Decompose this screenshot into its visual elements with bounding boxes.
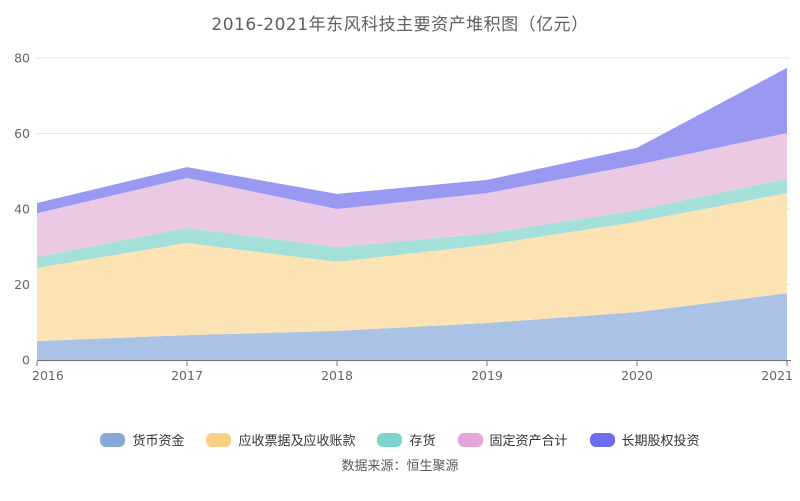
area-series-4 (37, 67, 787, 214)
legend-label: 固定资产合计 (489, 434, 568, 449)
legend-swatch-long-term-equity-investment (589, 432, 615, 447)
legend-swatch-monetary-funds (100, 432, 126, 447)
legend-swatch-fixed-assets-total (457, 432, 483, 447)
legend-item-inventory[interactable]: 存货 (377, 430, 436, 449)
legend-swatch-notes-and-accounts-receivable (206, 432, 232, 447)
y-tick-label-80: 80 (14, 51, 30, 66)
legend-item-monetary-funds[interactable]: 货币资金 (100, 430, 184, 449)
area-series-3 (37, 133, 787, 257)
legend-label: 货币资金 (132, 434, 185, 449)
data-source: 数据来源：恒生聚源 (341, 459, 459, 474)
legend-label: 存货 (409, 434, 436, 449)
y-tick-label-60: 60 (14, 126, 30, 141)
stacked-area-plot: 2016 2017 2018 2019 2020 2021 0 20 40 60 80 (14, 51, 793, 384)
x-tick-label-2020: 2020 (621, 368, 653, 383)
legend-label: 长期股权投资 (621, 434, 700, 449)
legend-swatch-inventory (377, 432, 403, 447)
legend-item-notes-and-accounts-receivable[interactable]: 应收票据及应收账款 (206, 430, 355, 449)
legend-item-fixed-assets-total[interactable]: 固定资产合计 (457, 430, 568, 449)
area-series-2 (37, 178, 787, 268)
chart-title: 2016-2021年东风科技主要资产堆积图（亿元） (211, 15, 589, 35)
x-tick-label-2017: 2017 (171, 368, 203, 383)
y-tick-label-20: 20 (14, 277, 30, 292)
x-tick-label-2019: 2019 (471, 368, 503, 383)
x-tick-label-2018: 2018 (321, 368, 353, 383)
x-tick-label-2021: 2021 (761, 368, 793, 383)
legend-item-long-term-equity-investment[interactable]: 长期股权投资 (589, 430, 700, 449)
area-series-0 (37, 293, 787, 360)
chart-legend: 货币资金 应收票据及应收账款 存货 固定资产合计 长期股权投资 (0, 430, 800, 449)
area-series-1 (37, 193, 787, 342)
legend-label: 应收票据及应收账款 (238, 434, 356, 449)
x-tick-label-2016: 2016 (32, 368, 64, 383)
y-tick-label-40: 40 (14, 202, 30, 217)
y-tick-label-0: 0 (22, 353, 30, 368)
